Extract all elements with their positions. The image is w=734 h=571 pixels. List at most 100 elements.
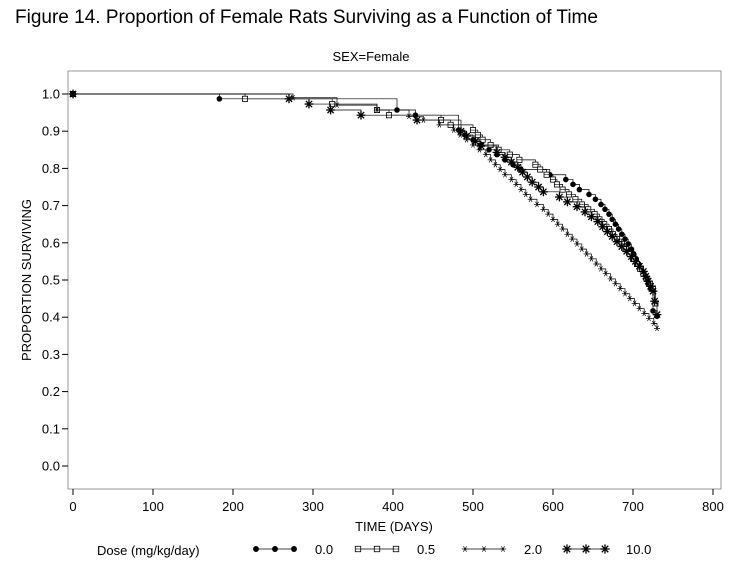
data-point-asterisk: [550, 216, 556, 223]
x-tick-label: 400: [382, 499, 404, 514]
data-point-asterisk: [406, 113, 412, 120]
chart-subtitle: SEX=Female: [333, 49, 410, 64]
data-point-star: [562, 544, 572, 554]
data-point-dot: [570, 181, 576, 188]
series-dot: [70, 91, 660, 319]
y-tick-label: 0.2: [42, 384, 60, 399]
data-point-asterisk: [564, 231, 571, 238]
data-point-star: [68, 89, 78, 99]
legend-entry: 10.0: [562, 542, 651, 557]
data-point-asterisk: [583, 251, 590, 257]
data-point-square: [550, 176, 557, 183]
data-point-asterisk: [482, 151, 489, 158]
data-point-dot: [609, 216, 615, 223]
data-point-star: [507, 157, 516, 167]
data-point-dot: [625, 241, 631, 247]
data-point-asterisk: [612, 280, 619, 287]
data-point-asterisk: [646, 315, 652, 322]
data-point-dot: [622, 236, 628, 242]
data-point-asterisk: [650, 320, 657, 327]
data-point-asterisk: [602, 270, 609, 277]
data-point-star: [581, 544, 591, 554]
legend-label: 0.5: [417, 542, 435, 557]
y-axis-label: PROPORTION SURVIVING: [19, 199, 34, 361]
data-point-asterisk: [480, 546, 488, 552]
data-point-asterisk: [461, 546, 469, 552]
data-point-dot: [291, 546, 297, 552]
y-tick-label: 0.8: [42, 161, 60, 176]
data-point-star: [607, 232, 617, 241]
data-point-star: [635, 261, 644, 271]
data-point-square: [516, 156, 523, 163]
data-point-square: [572, 196, 579, 203]
data-point-star: [539, 187, 548, 197]
data-point-asterisk: [492, 161, 499, 168]
data-point-square: [392, 545, 400, 553]
x-tick-label: 0: [69, 499, 76, 514]
data-point-square: [474, 131, 481, 138]
x-tick-label: 300: [302, 499, 324, 514]
data-point-dot: [619, 231, 625, 238]
y-tick-label: 0.6: [42, 235, 60, 250]
data-point-asterisk: [559, 226, 566, 232]
data-point-asterisk: [522, 191, 529, 198]
data-point-star: [627, 252, 636, 261]
data-point-square: [479, 136, 486, 143]
x-tick-label: 700: [622, 499, 644, 514]
x-tick-label: 500: [462, 499, 484, 514]
data-point-asterisk: [622, 290, 628, 297]
data-point-square: [532, 161, 539, 168]
data-point-star: [593, 217, 603, 226]
data-point-asterisk: [497, 166, 504, 173]
data-point-asterisk: [631, 300, 638, 307]
data-point-square: [354, 545, 362, 553]
data-point-square: [559, 186, 566, 193]
data-point-dot: [563, 176, 569, 183]
x-axis: 0 100 200 300 400 500 600 700 800: [69, 489, 724, 514]
data-point-asterisk: [334, 102, 340, 108]
data-point-asterisk: [554, 221, 561, 227]
y-tick-label: 0.1: [42, 421, 60, 436]
data-point-dot: [486, 147, 492, 153]
data-point-star: [555, 192, 564, 202]
data-point-star: [580, 207, 590, 217]
data-point-square: [469, 127, 476, 134]
data-point-asterisk: [374, 107, 380, 113]
data-point-star: [304, 99, 314, 109]
data-point-asterisk: [540, 206, 547, 213]
data-point-asterisk: [593, 261, 600, 267]
data-point-asterisk: [545, 211, 552, 217]
legend: Dose (mg/kg/day) 0.0 0.5 2.0 10.0: [97, 542, 651, 558]
data-point-asterisk: [487, 157, 494, 163]
data-point-asterisk: [574, 241, 580, 247]
data-point-star: [476, 141, 486, 151]
data-point-square: [537, 166, 544, 173]
x-tick-label: 600: [542, 499, 564, 514]
data-point-square: [241, 95, 248, 102]
series-line: [73, 93, 658, 329]
data-point-asterisk: [527, 196, 534, 203]
data-point-dot: [612, 221, 619, 227]
y-tick-label: 0.9: [42, 124, 60, 139]
legend-label: 2.0: [524, 542, 542, 557]
series-line: [73, 93, 658, 317]
data-point-star: [572, 202, 582, 212]
x-axis-label: TIME (DAYS): [355, 519, 433, 534]
data-point-star: [492, 148, 502, 157]
data-point-asterisk: [607, 276, 614, 282]
data-point-star: [600, 544, 610, 554]
data-point-asterisk: [534, 201, 540, 208]
data-point-asterisk: [598, 266, 604, 272]
data-point-dot: [592, 196, 599, 203]
data-point-asterisk: [641, 310, 648, 317]
data-point-asterisk: [588, 256, 595, 262]
data-point-star: [456, 126, 466, 136]
data-point-star: [462, 131, 471, 141]
data-point-star: [534, 182, 543, 192]
x-tick-label: 200: [222, 499, 244, 514]
series-line: [73, 93, 657, 304]
series-star: [68, 89, 662, 319]
figure-title: Figure 14. Proportion of Female Rats Sur…: [15, 7, 598, 28]
data-point-square: [554, 181, 561, 188]
data-point-asterisk: [513, 181, 520, 188]
